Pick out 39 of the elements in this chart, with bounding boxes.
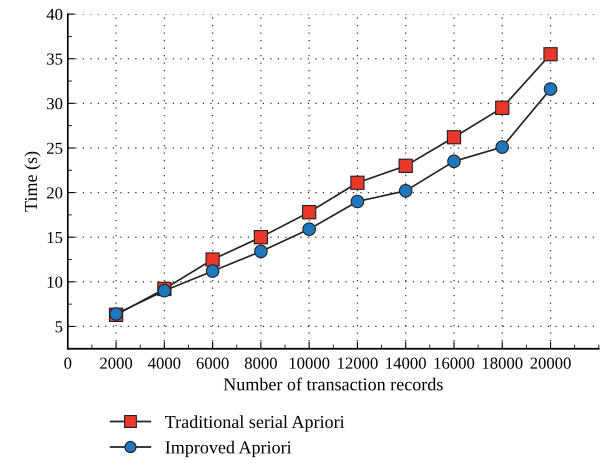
point bbox=[495, 100, 510, 115]
x-tick-label: 8000 bbox=[244, 358, 277, 369]
x-tick-label: 2000 bbox=[100, 358, 132, 369]
y-axis-title: Time (s) bbox=[24, 152, 41, 212]
point bbox=[398, 158, 413, 173]
point bbox=[544, 82, 558, 96]
point bbox=[398, 184, 413, 198]
legend-label: Traditional serial Apriori bbox=[165, 415, 344, 432]
y-tick-label: 15 bbox=[48, 232, 62, 244]
legend-label: Improved Apriori bbox=[165, 440, 292, 458]
x-tick-label: 20000 bbox=[530, 358, 571, 369]
x-tick-label: 16000 bbox=[434, 358, 474, 369]
x-tick-label: 0 bbox=[64, 358, 72, 369]
y-tick-label: 30 bbox=[47, 98, 62, 110]
y-tick-label: 25 bbox=[47, 142, 62, 154]
x-tick-label: 10000 bbox=[290, 358, 330, 369]
point bbox=[446, 130, 462, 144]
y-tick-label: 5 bbox=[56, 321, 62, 332]
x-tick-label: 4000 bbox=[148, 358, 180, 369]
x-tick-label: 6000 bbox=[196, 358, 229, 369]
point bbox=[254, 230, 268, 244]
point bbox=[350, 176, 365, 190]
x-tick-label: 14000 bbox=[386, 358, 426, 369]
point bbox=[350, 194, 364, 208]
point bbox=[302, 222, 316, 236]
y-tick-label: 35 bbox=[47, 53, 62, 65]
point bbox=[447, 154, 461, 168]
y-tick-label: 10 bbox=[48, 276, 62, 288]
point bbox=[206, 264, 220, 278]
point bbox=[302, 205, 316, 220]
x-axis-title: Number of transaction records bbox=[224, 378, 443, 390]
x-tick-label: 12000 bbox=[338, 358, 378, 369]
y-tick-label: 40 bbox=[46, 8, 62, 20]
point bbox=[205, 252, 220, 267]
point bbox=[254, 244, 268, 258]
y-tick-label: 20 bbox=[47, 187, 62, 199]
point bbox=[495, 140, 510, 154]
x-tick-label: 18000 bbox=[482, 358, 522, 369]
point bbox=[543, 47, 558, 62]
